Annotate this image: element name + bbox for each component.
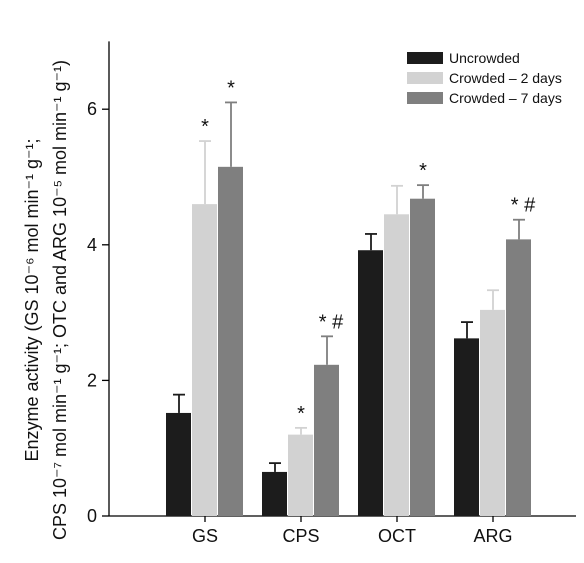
bar [454,338,479,516]
bar [480,309,505,516]
plot-area: 0 2 4 6 * * * * # * * # GS CPS OCT ARG [87,41,576,546]
bar [410,198,435,517]
significance-marker: * [419,160,427,182]
legend-swatch [407,72,443,84]
significance-marker: * [201,116,209,138]
y-axis-label-line1: Enzyme activity (GS 10⁻⁶ mol min⁻¹ g⁻¹; [22,139,42,462]
y-tick-label: 6 [87,99,97,119]
x-category-label: ARG [473,526,512,546]
bar [166,412,191,516]
legend-swatch [407,52,443,64]
significance-marker: * [227,77,235,99]
significance-marker: * # [511,195,536,217]
y-tick-label: 2 [87,370,97,390]
bar [288,434,313,516]
bar [218,166,243,516]
legend-label: Crowded – 7 days [449,90,562,106]
bar [192,204,217,516]
legend-label: Crowded – 2 days [449,70,562,86]
significance-marker: * [297,403,305,425]
x-category-label: GS [192,526,218,546]
legend-label: Uncrowded [449,50,520,66]
x-category-label: OCT [378,526,416,546]
bar [358,250,383,516]
bar [262,471,287,516]
y-axis-label-line2: CPS 10⁻⁷ mol min⁻¹ g⁻¹; OTC and ARG 10⁻⁵… [50,60,70,540]
y-tick-label: 4 [87,235,97,255]
y-axis-label: Enzyme activity (GS 10⁻⁶ mol min⁻¹ g⁻¹; … [22,60,70,540]
x-category-label: CPS [282,526,319,546]
y-tick-label: 0 [87,506,97,526]
legend-swatch [407,92,443,104]
bar [314,364,339,516]
significance-marker: * # [319,311,344,333]
legend: Uncrowded Crowded – 2 days Crowded – 7 day… [407,50,562,106]
bar [506,239,531,516]
bar [384,214,409,517]
